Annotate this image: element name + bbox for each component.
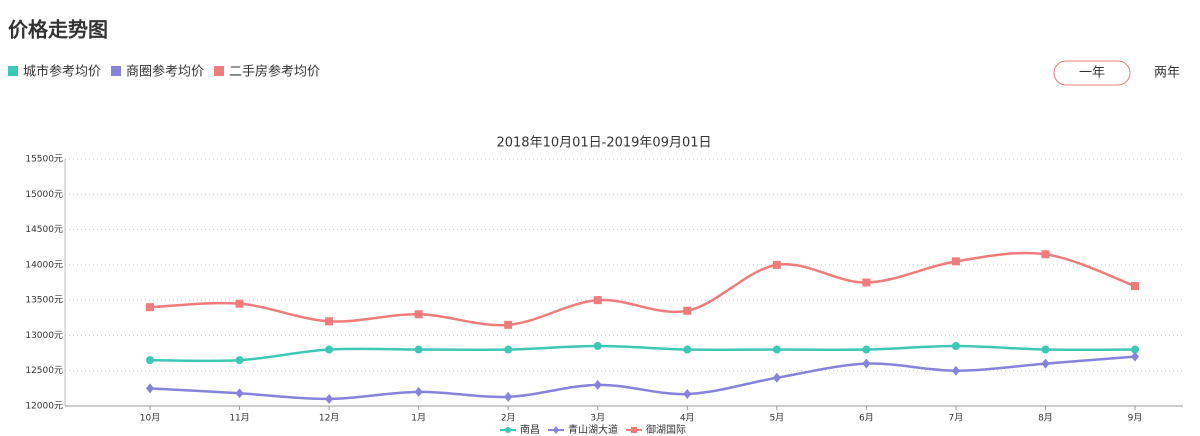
- series-line: [149, 355, 1136, 401]
- data-point: [593, 379, 602, 390]
- data-point: [683, 306, 692, 315]
- data-point: [951, 365, 960, 376]
- x-tick-label: 10月: [140, 413, 160, 424]
- data-point: [772, 260, 781, 269]
- data-point: [504, 391, 513, 402]
- button-frame[interactable]: [1053, 60, 1131, 86]
- data-point: [593, 342, 602, 351]
- data-point: [235, 299, 244, 308]
- data-point: [146, 356, 154, 365]
- legend-label: 城市参考均价: [23, 64, 101, 80]
- x-tick-label: 2月: [501, 413, 516, 424]
- data-point: [414, 310, 423, 319]
- data-point: [146, 383, 154, 394]
- series-line: [149, 344, 1136, 363]
- data-point: [414, 345, 423, 354]
- x-tick-label: 11月: [229, 413, 249, 424]
- data-point: [1131, 351, 1139, 362]
- data-point: [1041, 250, 1050, 259]
- data-point: [593, 296, 602, 305]
- y-tick-label: 12000元: [25, 402, 63, 412]
- data-point: [1131, 345, 1139, 354]
- y-tick-label: 14500元: [25, 225, 63, 235]
- data-point: [325, 345, 334, 354]
- x-tick-label: 8月: [1038, 413, 1053, 424]
- data-point: [1041, 358, 1050, 369]
- data-point: [325, 393, 334, 404]
- data-point: [862, 358, 871, 369]
- y-tick-label: 12500元: [25, 366, 63, 376]
- legend-label: 青山湖大道: [568, 423, 618, 436]
- data-point: [862, 278, 871, 287]
- data-point: [235, 356, 244, 365]
- x-tick-label: 5月: [769, 413, 784, 424]
- data-point: [414, 386, 423, 397]
- x-tick-label: 12月: [319, 413, 339, 424]
- legend-label: 御湖国际: [646, 423, 686, 436]
- legend-marker: [631, 427, 637, 433]
- legend-swatch: [111, 66, 122, 76]
- button-two-years[interactable]: 两年: [1154, 66, 1180, 81]
- data-point: [504, 320, 513, 329]
- data-point: [1131, 282, 1139, 291]
- data-point: [146, 303, 154, 312]
- legend-marker: [553, 426, 559, 434]
- data-point: [325, 317, 334, 326]
- legend-swatch: [8, 66, 18, 76]
- data-point: [235, 388, 244, 399]
- x-tick-label: 4月: [680, 413, 695, 424]
- legend-label: 商圈参考均价: [126, 64, 204, 80]
- x-tick-label: 3月: [590, 413, 605, 424]
- x-tick-label: 7月: [949, 413, 964, 424]
- button-one-year[interactable]: 一年: [1079, 66, 1105, 81]
- y-tick-label: 13000元: [25, 331, 63, 341]
- legend-marker: [505, 427, 511, 433]
- series-line: [149, 251, 1136, 327]
- data-point: [772, 345, 781, 354]
- data-point: [1041, 345, 1050, 354]
- y-tick-label: 14000元: [25, 260, 63, 270]
- data-point: [683, 389, 692, 400]
- legend-swatch: [214, 66, 225, 76]
- y-tick-label: 15000元: [25, 190, 63, 200]
- chart-subtitle: 2018年10月01日-2019年09月01日: [496, 136, 711, 151]
- data-point: [951, 342, 960, 351]
- data-point: [772, 372, 781, 383]
- range-buttons: 一年 两年: [1053, 60, 1180, 86]
- page-title: 价格走势图: [8, 18, 108, 42]
- y-tick-label: 13500元: [25, 296, 63, 306]
- data-point: [504, 345, 513, 354]
- legend-label: 二手房参考均价: [229, 64, 320, 80]
- x-tick-label: 1月: [411, 413, 426, 424]
- y-tick-label: 15500元: [25, 155, 63, 165]
- data-point: [951, 257, 960, 266]
- legend-label: 南昌: [520, 423, 540, 436]
- data-point: [862, 345, 871, 354]
- x-tick-label: 6月: [859, 413, 874, 424]
- x-tick-label: 9月: [1128, 413, 1143, 424]
- data-point: [683, 345, 692, 354]
